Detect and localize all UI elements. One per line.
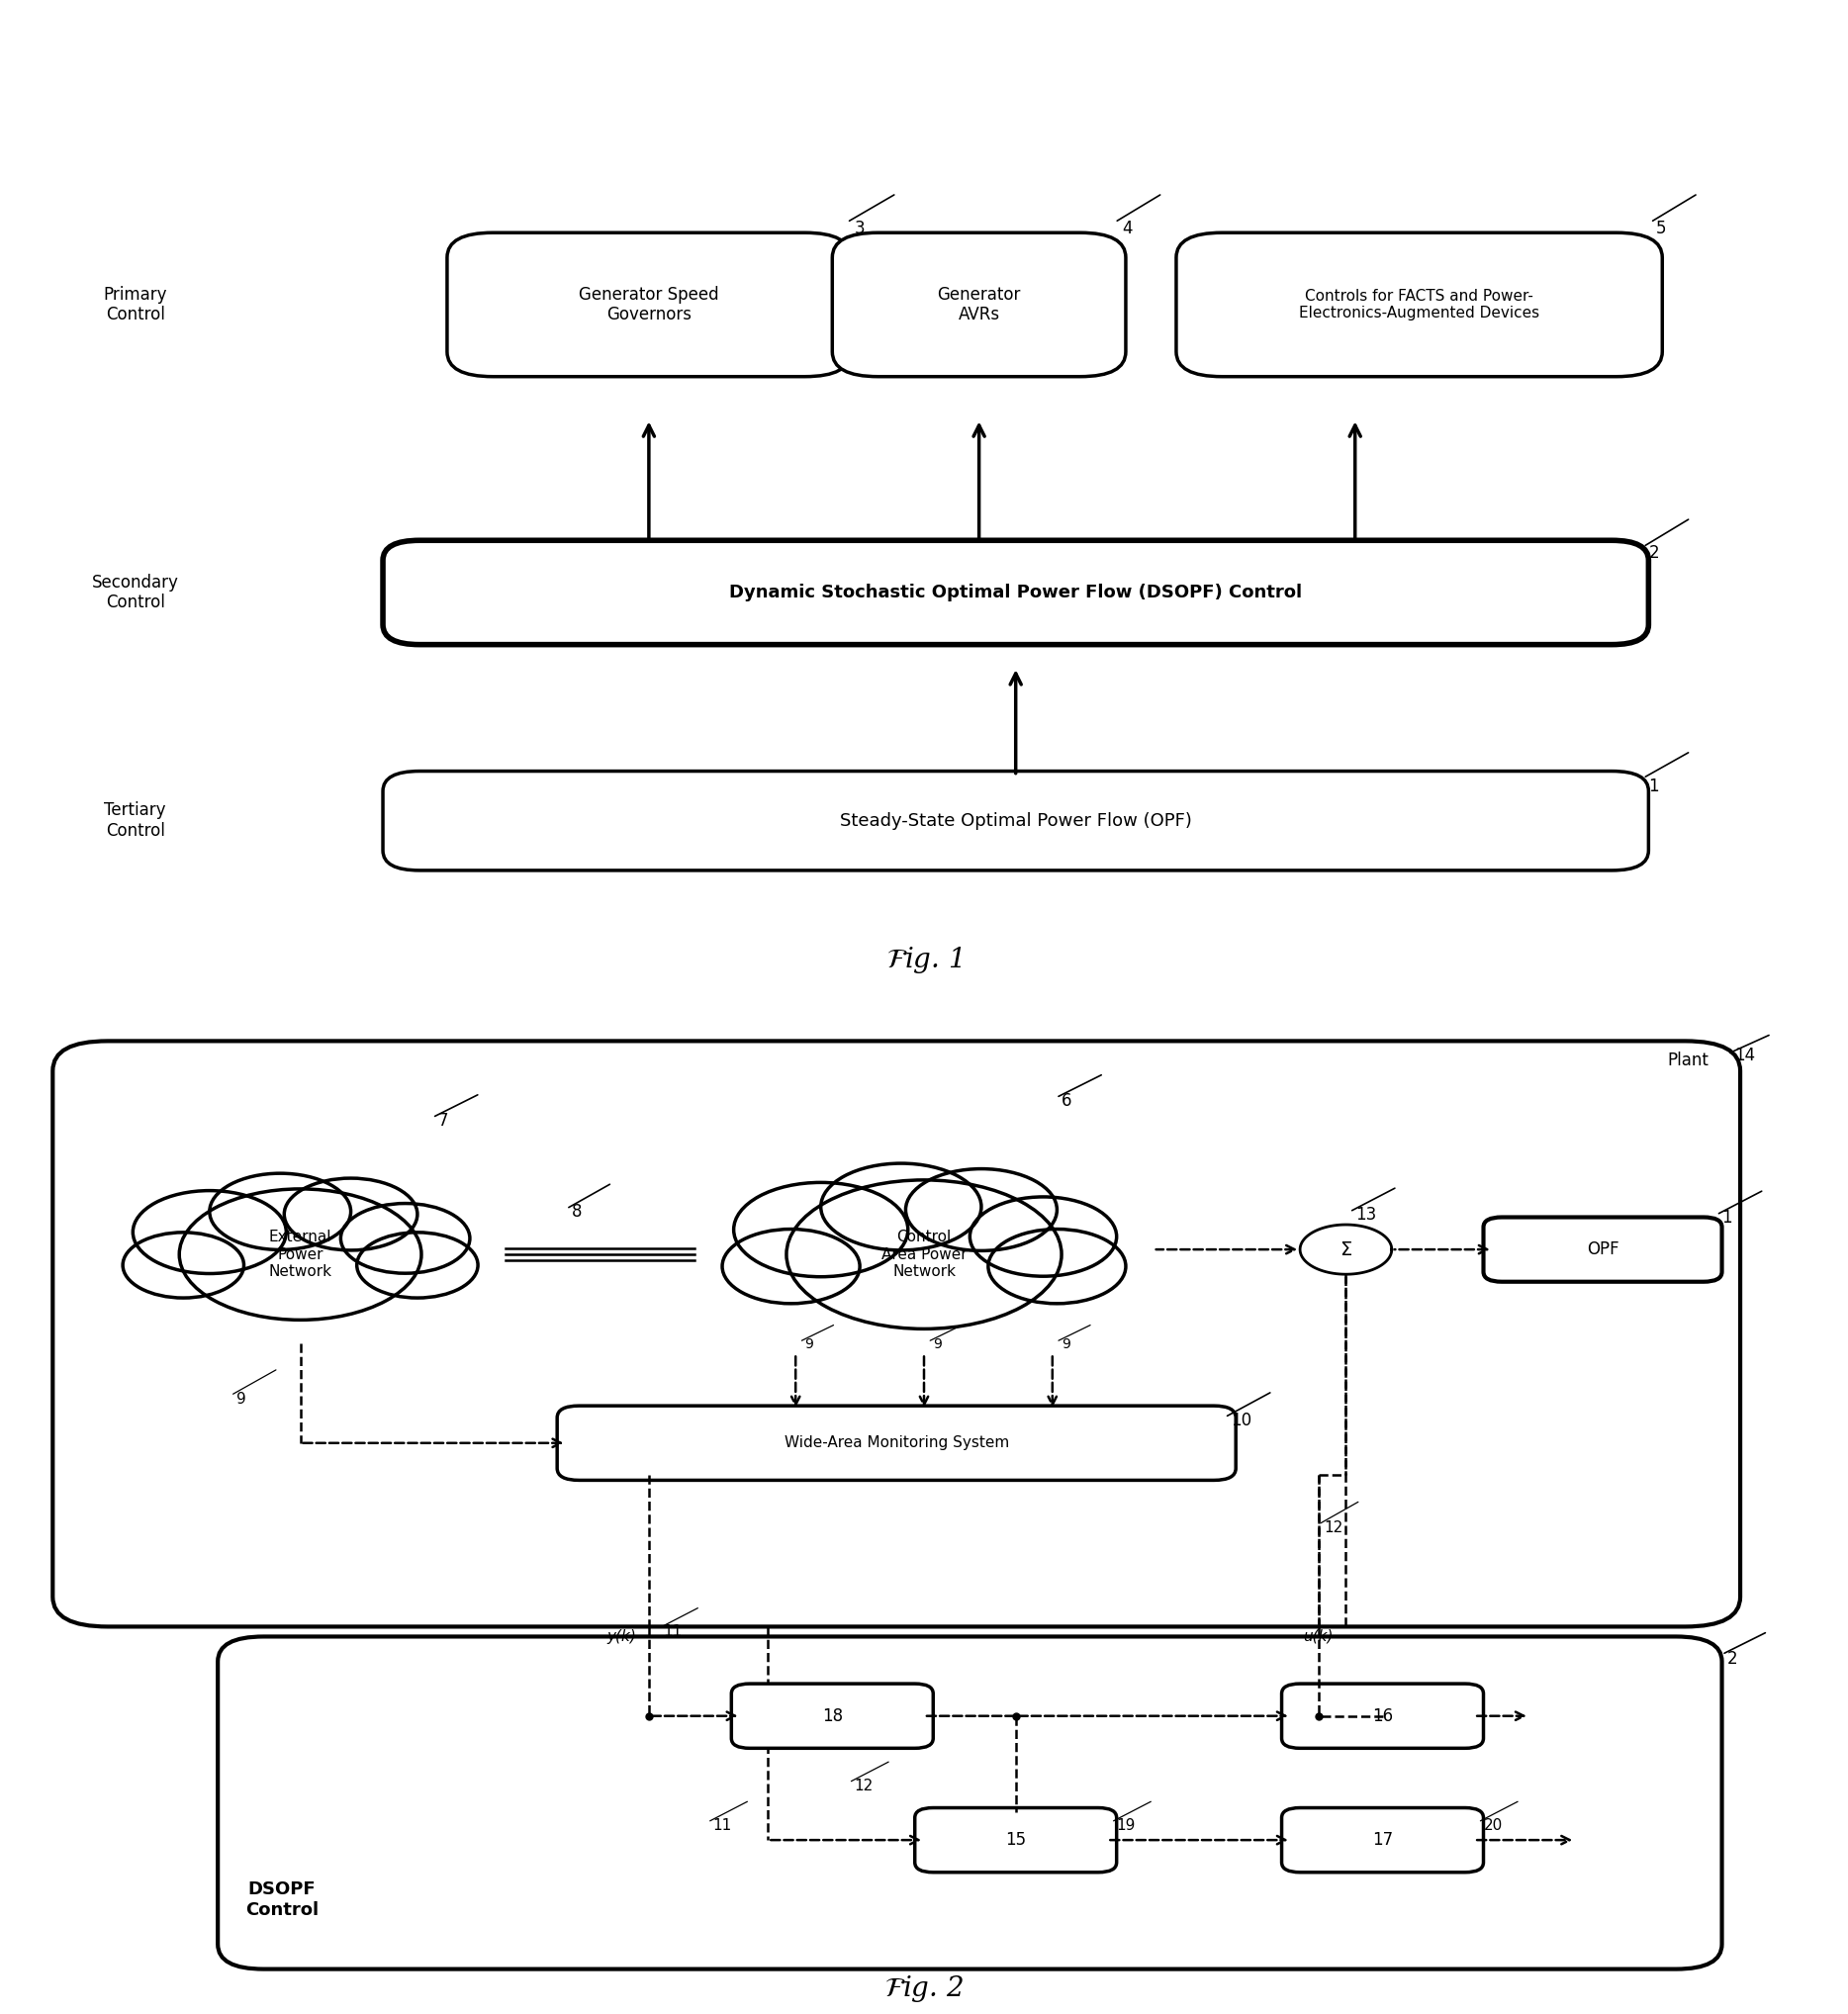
Text: Tertiary
Control: Tertiary Control bbox=[103, 802, 166, 840]
Circle shape bbox=[179, 1188, 421, 1319]
Text: 14: 14 bbox=[1735, 1047, 1756, 1065]
FancyBboxPatch shape bbox=[1484, 1216, 1722, 1281]
Text: 10: 10 bbox=[1231, 1412, 1251, 1430]
FancyBboxPatch shape bbox=[1283, 1684, 1484, 1748]
FancyBboxPatch shape bbox=[54, 1041, 1741, 1627]
Text: 3: 3 bbox=[854, 220, 865, 238]
Text: $\mathcal{F}$ig. 1: $\mathcal{F}$ig. 1 bbox=[887, 945, 961, 975]
Text: 8: 8 bbox=[571, 1202, 582, 1220]
Text: y(k): y(k) bbox=[606, 1629, 636, 1643]
FancyBboxPatch shape bbox=[383, 540, 1648, 644]
Text: 17: 17 bbox=[1371, 1831, 1393, 1849]
FancyBboxPatch shape bbox=[832, 234, 1125, 377]
Text: Primary
Control: Primary Control bbox=[103, 286, 166, 324]
Circle shape bbox=[122, 1233, 244, 1297]
Text: External
Power
Network: External Power Network bbox=[268, 1231, 333, 1279]
FancyBboxPatch shape bbox=[383, 771, 1648, 870]
Text: 12: 12 bbox=[1323, 1521, 1343, 1535]
FancyBboxPatch shape bbox=[1175, 234, 1663, 377]
Text: 11: 11 bbox=[713, 1819, 732, 1833]
Text: 7: 7 bbox=[438, 1112, 449, 1130]
Text: Generator Speed
Governors: Generator Speed Governors bbox=[578, 286, 719, 324]
Text: 9: 9 bbox=[237, 1392, 246, 1406]
Text: $\mathcal{F}$ig. 2: $\mathcal{F}$ig. 2 bbox=[883, 1974, 965, 2004]
FancyBboxPatch shape bbox=[556, 1406, 1236, 1480]
Text: 6: 6 bbox=[1061, 1092, 1072, 1110]
Text: 20: 20 bbox=[1484, 1819, 1502, 1833]
Text: 5: 5 bbox=[1656, 220, 1667, 238]
Text: 2: 2 bbox=[1728, 1649, 1737, 1668]
Text: 18: 18 bbox=[822, 1708, 843, 1724]
FancyBboxPatch shape bbox=[1283, 1809, 1484, 1873]
FancyBboxPatch shape bbox=[218, 1637, 1722, 1970]
Text: Generator
AVRs: Generator AVRs bbox=[937, 286, 1020, 324]
Circle shape bbox=[970, 1196, 1116, 1277]
Text: 9: 9 bbox=[1061, 1337, 1070, 1351]
Text: 13: 13 bbox=[1355, 1206, 1377, 1225]
Text: 9: 9 bbox=[933, 1337, 942, 1351]
Text: Control
Area Power
Network: Control Area Power Network bbox=[881, 1231, 967, 1279]
Text: Plant: Plant bbox=[1667, 1051, 1708, 1069]
Circle shape bbox=[723, 1229, 859, 1303]
FancyBboxPatch shape bbox=[447, 234, 850, 377]
Text: Wide-Area Monitoring System: Wide-Area Monitoring System bbox=[784, 1436, 1009, 1450]
Circle shape bbox=[787, 1180, 1061, 1329]
Text: 19: 19 bbox=[1116, 1819, 1137, 1833]
Circle shape bbox=[133, 1190, 286, 1273]
Text: Dynamic Stochastic Optimal Power Flow (DSOPF) Control: Dynamic Stochastic Optimal Power Flow (D… bbox=[730, 584, 1303, 602]
Circle shape bbox=[821, 1164, 981, 1251]
Text: 9: 9 bbox=[804, 1337, 813, 1351]
Text: 12: 12 bbox=[854, 1778, 874, 1792]
Circle shape bbox=[209, 1174, 351, 1251]
Circle shape bbox=[357, 1233, 479, 1297]
Text: Steady-State Optimal Power Flow (OPF): Steady-State Optimal Power Flow (OPF) bbox=[839, 812, 1192, 830]
Text: Secondary
Control: Secondary Control bbox=[92, 574, 179, 612]
Text: 11: 11 bbox=[663, 1625, 682, 1639]
Text: 16: 16 bbox=[1371, 1708, 1393, 1724]
Text: u(k): u(k) bbox=[1303, 1629, 1334, 1643]
Text: 15: 15 bbox=[1005, 1831, 1026, 1849]
Text: 1: 1 bbox=[1648, 777, 1660, 796]
Text: DSOPF
Control: DSOPF Control bbox=[246, 1881, 318, 1919]
FancyBboxPatch shape bbox=[915, 1809, 1116, 1873]
Text: OPF: OPF bbox=[1587, 1241, 1619, 1259]
Circle shape bbox=[285, 1178, 418, 1251]
Circle shape bbox=[906, 1168, 1057, 1251]
Text: 4: 4 bbox=[1122, 220, 1133, 238]
FancyBboxPatch shape bbox=[732, 1684, 933, 1748]
Text: $\Sigma$: $\Sigma$ bbox=[1340, 1241, 1353, 1259]
Circle shape bbox=[734, 1182, 907, 1277]
Circle shape bbox=[989, 1229, 1125, 1303]
Text: Controls for FACTS and Power-
Electronics-Augmented Devices: Controls for FACTS and Power- Electronic… bbox=[1299, 288, 1539, 320]
Circle shape bbox=[340, 1204, 469, 1273]
Polygon shape bbox=[1299, 1225, 1392, 1275]
Text: 2: 2 bbox=[1648, 544, 1660, 562]
Text: 1: 1 bbox=[1722, 1208, 1732, 1227]
